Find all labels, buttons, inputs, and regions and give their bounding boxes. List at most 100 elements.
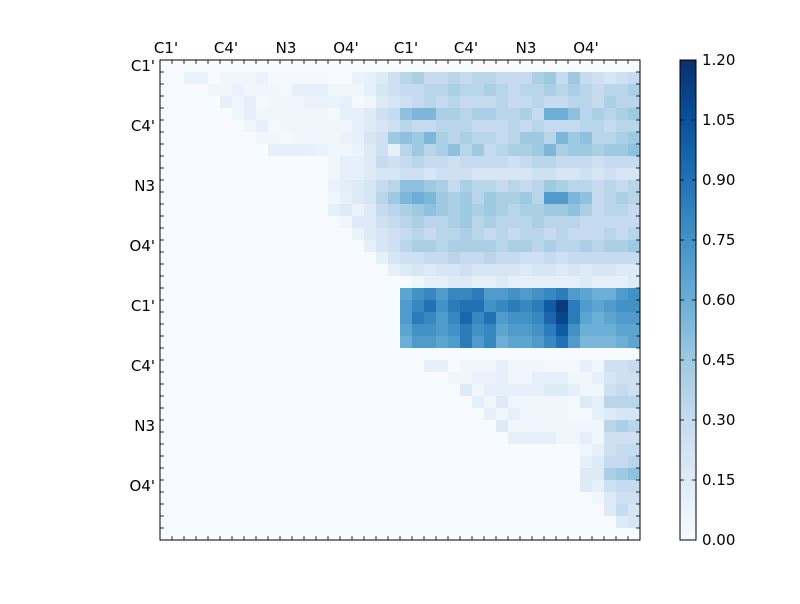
heatmap-cell: [436, 516, 449, 529]
heatmap-cell: [484, 444, 497, 457]
heatmap-cell: [172, 252, 185, 265]
heatmap-cell: [520, 444, 533, 457]
heatmap-cell: [268, 444, 281, 457]
heatmap-cell: [484, 408, 497, 421]
heatmap-cell: [304, 348, 317, 361]
heatmap-cell: [556, 420, 569, 433]
heatmap-cell: [568, 348, 581, 361]
heatmap-cell: [496, 60, 509, 73]
heatmap-cell: [256, 312, 269, 325]
heatmap-cell: [352, 204, 365, 217]
heatmap-cell: [352, 408, 365, 421]
heatmap-cell: [580, 348, 593, 361]
heatmap-cell: [424, 132, 437, 145]
heatmap-cell: [208, 204, 221, 217]
heatmap-cell: [628, 528, 641, 541]
heatmap-cell: [556, 228, 569, 241]
heatmap-cell: [448, 468, 461, 481]
heatmap-cell: [424, 348, 437, 361]
heatmap-cell: [376, 216, 389, 229]
heatmap-cell: [172, 132, 185, 145]
heatmap-cell: [304, 108, 317, 121]
heatmap-cell: [388, 408, 401, 421]
heatmap-cell: [268, 108, 281, 121]
heatmap-cell: [268, 252, 281, 265]
heatmap-cell: [316, 420, 329, 433]
heatmap-cell: [412, 228, 425, 241]
heatmap-cell: [580, 312, 593, 325]
heatmap-cell: [268, 336, 281, 349]
x-tick-label: N3: [516, 39, 537, 57]
heatmap-cell: [568, 144, 581, 157]
heatmap-cell: [436, 480, 449, 493]
heatmap-cell: [496, 504, 509, 517]
heatmap-cell: [184, 492, 197, 505]
heatmap-cell: [304, 432, 317, 445]
heatmap-cell: [184, 384, 197, 397]
heatmap-cell: [280, 408, 293, 421]
heatmap-cell: [172, 396, 185, 409]
heatmap-cell: [424, 276, 437, 289]
heatmap-cell: [292, 456, 305, 469]
heatmap-cell: [244, 396, 257, 409]
heatmap-cell: [256, 240, 269, 253]
heatmap-cell: [484, 144, 497, 157]
heatmap-cell: [304, 408, 317, 421]
heatmap-cell: [172, 336, 185, 349]
heatmap-cell: [400, 96, 413, 109]
heatmap-cell: [580, 384, 593, 397]
heatmap-cell: [580, 492, 593, 505]
heatmap-cell: [544, 420, 557, 433]
heatmap-cell: [592, 228, 605, 241]
heatmap-cell: [232, 228, 245, 241]
heatmap-cell: [460, 396, 473, 409]
heatmap-cell: [520, 84, 533, 97]
heatmap-cell: [424, 288, 437, 301]
heatmap-cell: [268, 504, 281, 517]
heatmap-cell: [520, 384, 533, 397]
heatmap-cell: [460, 240, 473, 253]
heatmap-cell: [496, 492, 509, 505]
heatmap-cell: [280, 468, 293, 481]
heatmap-cell: [496, 300, 509, 313]
heatmap-cell: [232, 144, 245, 157]
heatmap-cell: [400, 372, 413, 385]
heatmap-cell: [340, 444, 353, 457]
heatmap-cell: [472, 276, 485, 289]
heatmap-cell: [508, 252, 521, 265]
heatmap-cell: [292, 396, 305, 409]
heatmap-cell: [280, 216, 293, 229]
heatmap-cell: [244, 72, 257, 85]
heatmap-cell: [616, 516, 629, 529]
heatmap-cell: [340, 480, 353, 493]
heatmap-cell: [604, 432, 617, 445]
heatmap-cell: [424, 372, 437, 385]
heatmap-cell: [280, 420, 293, 433]
heatmap-cell: [280, 180, 293, 193]
heatmap-cell: [304, 480, 317, 493]
heatmap-cell: [580, 180, 593, 193]
heatmap-cell: [436, 228, 449, 241]
heatmap-cell: [208, 336, 221, 349]
heatmap-cell: [256, 276, 269, 289]
heatmap-cell: [388, 360, 401, 373]
heatmap-cell: [424, 432, 437, 445]
heatmap-cell: [244, 132, 257, 145]
heatmap-cell: [532, 156, 545, 169]
heatmap-cell: [628, 84, 641, 97]
heatmap-cell: [424, 384, 437, 397]
heatmap-cell: [232, 192, 245, 205]
heatmap-cell: [628, 132, 641, 145]
heatmap-cell: [472, 492, 485, 505]
heatmap-cell: [412, 276, 425, 289]
heatmap-cell: [244, 96, 257, 109]
heatmap-cell: [508, 348, 521, 361]
heatmap-cell: [256, 156, 269, 169]
heatmap-cell: [484, 348, 497, 361]
heatmap-cell: [292, 492, 305, 505]
heatmap-cell: [604, 60, 617, 73]
heatmap-cell: [520, 192, 533, 205]
heatmap-cell: [448, 84, 461, 97]
heatmap-cell: [472, 156, 485, 169]
heatmap-cell: [532, 132, 545, 145]
